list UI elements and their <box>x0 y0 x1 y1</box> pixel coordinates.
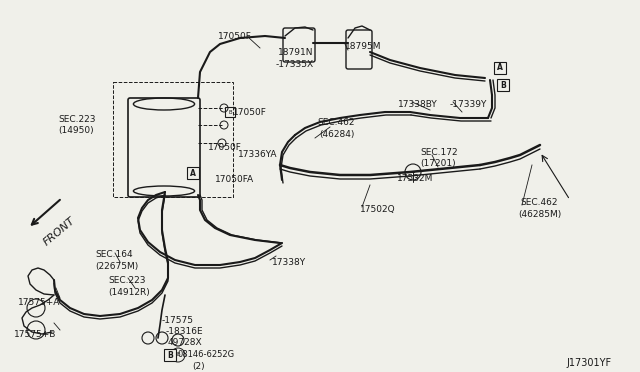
Bar <box>225 107 235 117</box>
Text: 17050FA: 17050FA <box>215 175 254 184</box>
Text: (17201): (17201) <box>420 159 456 168</box>
Text: (14912R): (14912R) <box>108 288 150 297</box>
Text: (46285M): (46285M) <box>518 210 561 219</box>
Text: 17575+A: 17575+A <box>18 298 60 307</box>
Text: B: B <box>167 350 173 359</box>
Text: (46284): (46284) <box>319 130 355 139</box>
Text: 17338Y: 17338Y <box>272 258 306 267</box>
Bar <box>497 79 509 91</box>
Text: -17575: -17575 <box>162 316 194 325</box>
Text: 17532M: 17532M <box>397 174 433 183</box>
Text: 17050F: 17050F <box>218 32 252 41</box>
Text: B: B <box>176 353 180 357</box>
Text: J17301YF: J17301YF <box>566 358 611 368</box>
Text: 17502Q: 17502Q <box>360 205 396 214</box>
Text: SEC.223: SEC.223 <box>108 276 145 285</box>
Text: 17338BY: 17338BY <box>398 100 438 109</box>
Text: (14950): (14950) <box>58 126 93 135</box>
Text: -17335X: -17335X <box>276 60 314 69</box>
Text: -18316E: -18316E <box>166 327 204 336</box>
Text: SEC.462: SEC.462 <box>317 118 355 127</box>
Text: (22675M): (22675M) <box>95 262 138 271</box>
Text: SEC.172: SEC.172 <box>420 148 458 157</box>
Text: SEC.164: SEC.164 <box>95 250 132 259</box>
Text: 08146-6252G: 08146-6252G <box>178 350 235 359</box>
Text: A: A <box>190 169 196 177</box>
Text: (2): (2) <box>192 362 205 371</box>
Text: 17050F: 17050F <box>208 143 242 152</box>
Bar <box>494 62 506 74</box>
Text: 17575+B: 17575+B <box>14 330 56 339</box>
Text: -17339Y: -17339Y <box>450 100 488 109</box>
Text: SEC.462: SEC.462 <box>520 198 557 207</box>
Text: B: B <box>228 109 232 115</box>
Text: 18791N: 18791N <box>278 48 314 57</box>
Bar <box>113 82 233 197</box>
Text: 17050F: 17050F <box>233 108 267 117</box>
Text: 18795M: 18795M <box>345 42 381 51</box>
Bar <box>187 167 199 179</box>
Text: 49728X: 49728X <box>168 338 203 347</box>
Text: B: B <box>500 80 506 90</box>
Bar <box>164 349 176 361</box>
Text: A: A <box>497 64 503 73</box>
Text: FRONT: FRONT <box>42 215 77 247</box>
Text: 17336YA: 17336YA <box>238 150 278 159</box>
Text: SEC.223: SEC.223 <box>58 115 95 124</box>
